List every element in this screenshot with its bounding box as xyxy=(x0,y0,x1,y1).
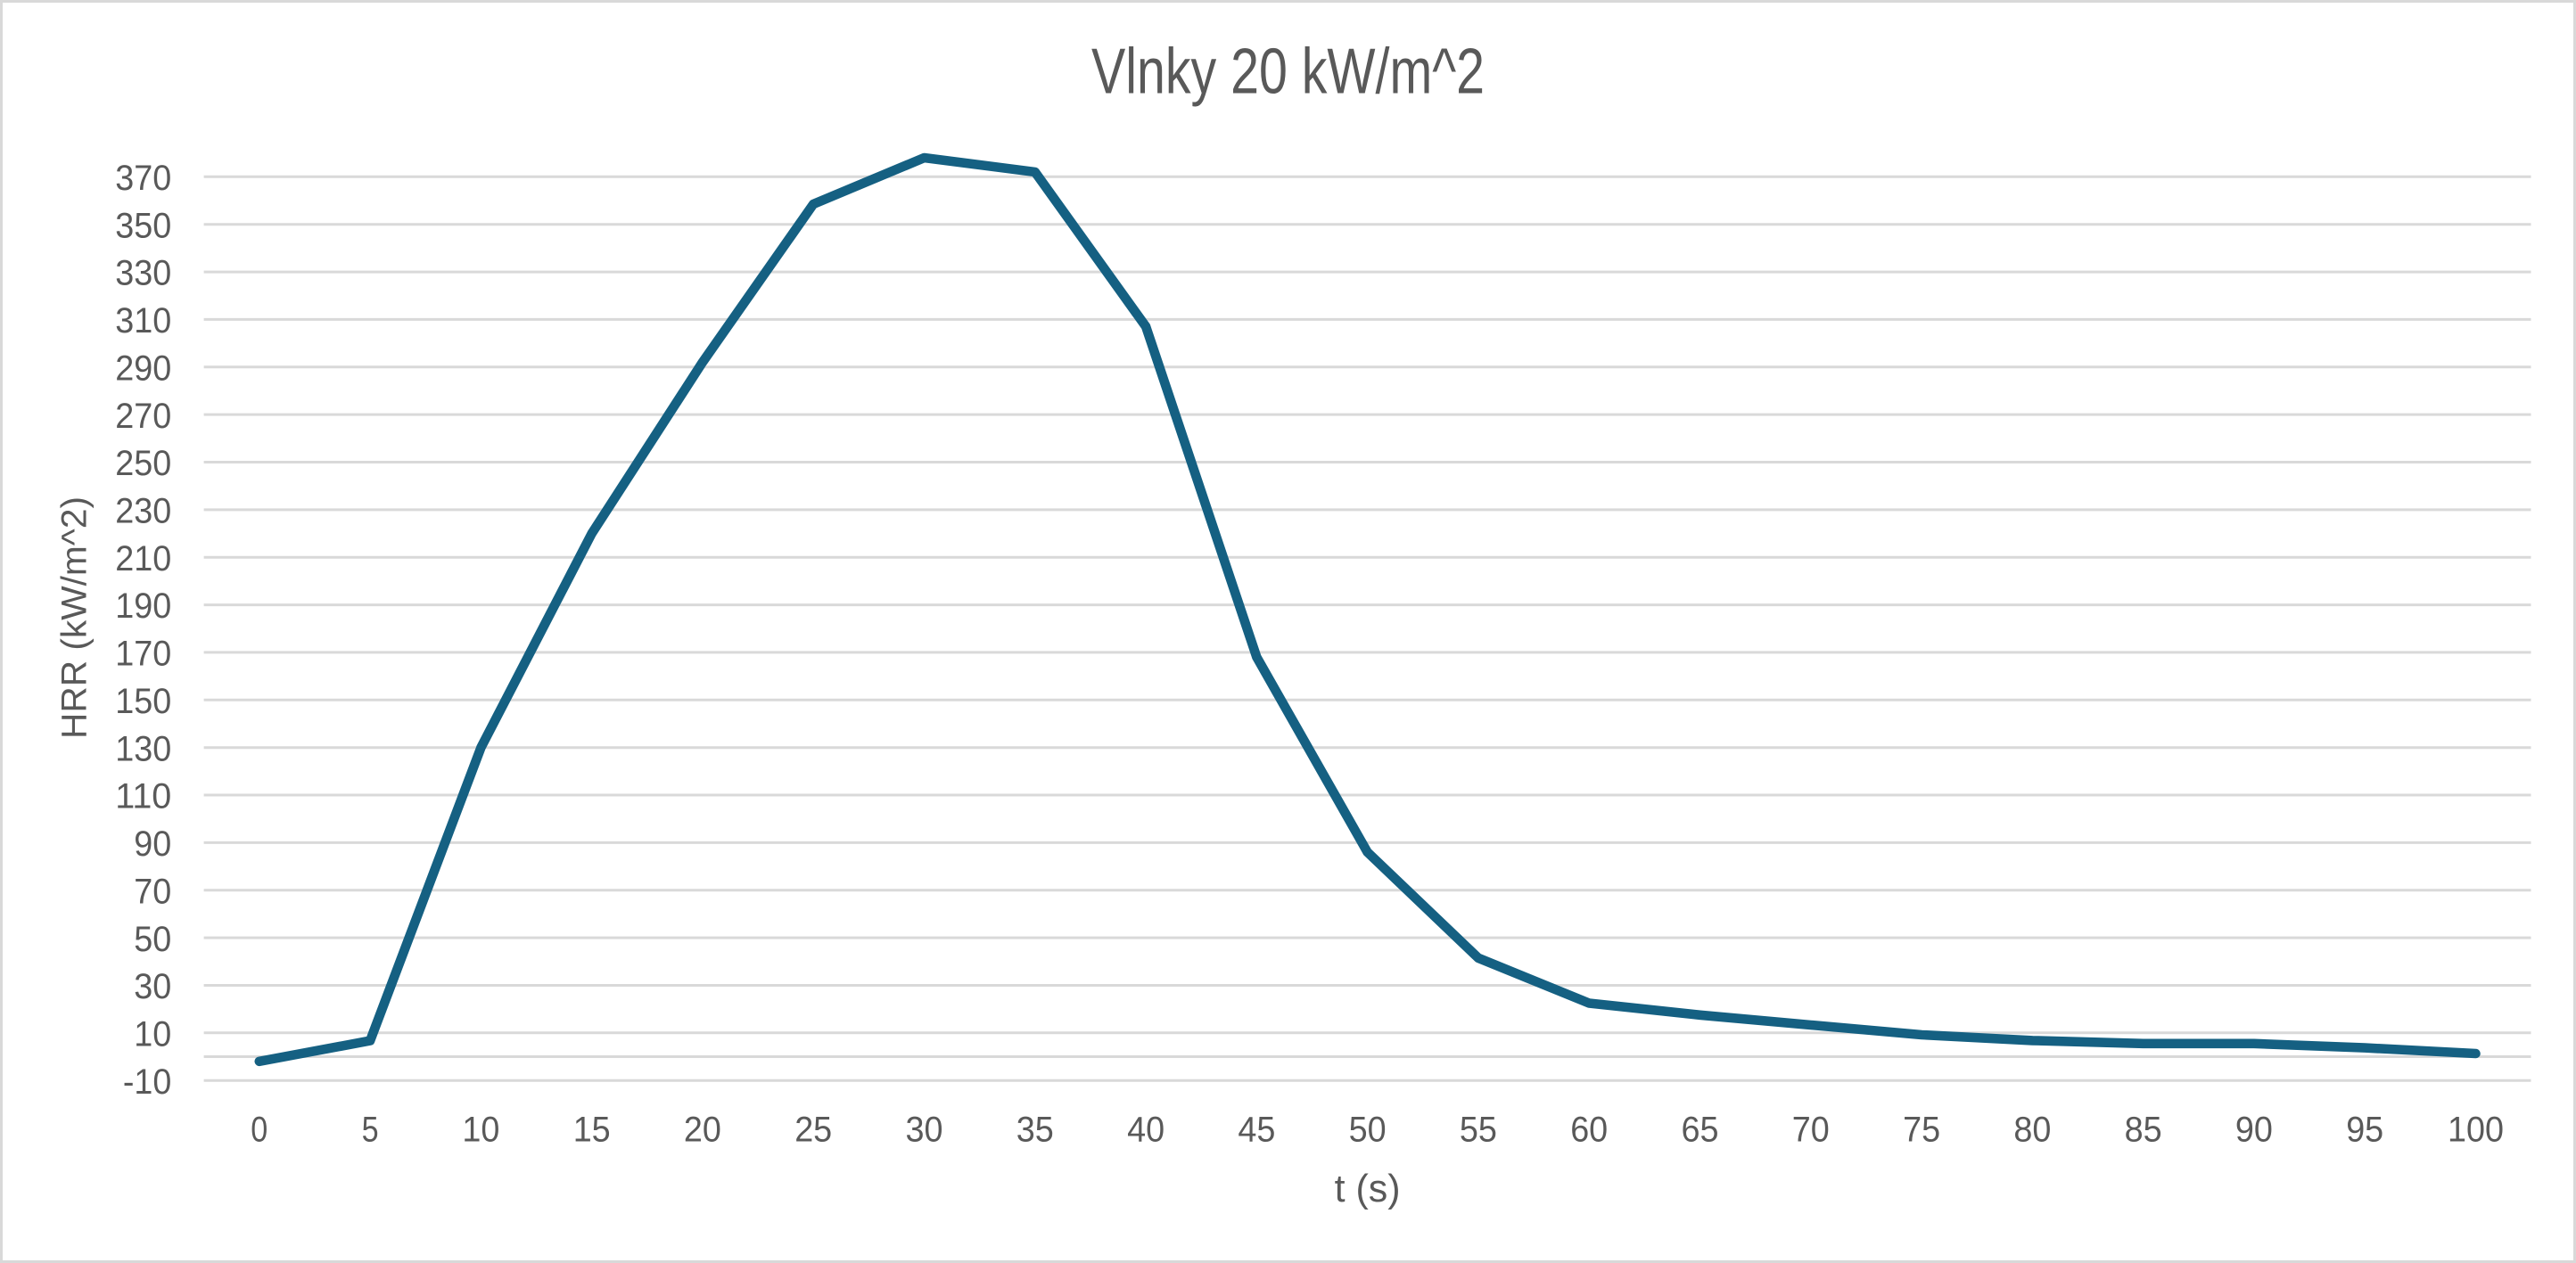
svg-text:t (s): t (s) xyxy=(1335,1167,1401,1210)
svg-text:50: 50 xyxy=(1349,1110,1387,1150)
svg-text:5: 5 xyxy=(362,1110,379,1150)
svg-text:65: 65 xyxy=(1682,1110,1719,1150)
svg-text:90: 90 xyxy=(134,824,171,864)
svg-text:130: 130 xyxy=(115,728,171,768)
svg-text:70: 70 xyxy=(134,871,171,911)
svg-text:10: 10 xyxy=(462,1110,499,1150)
svg-text:20: 20 xyxy=(684,1110,721,1150)
svg-text:75: 75 xyxy=(1903,1110,1940,1150)
svg-text:310: 310 xyxy=(115,300,171,340)
svg-text:0: 0 xyxy=(251,1110,267,1150)
svg-text:35: 35 xyxy=(1016,1110,1054,1150)
svg-text:40: 40 xyxy=(1127,1110,1165,1150)
svg-text:190: 190 xyxy=(115,586,171,626)
svg-text:-10: -10 xyxy=(123,1062,171,1102)
svg-text:290: 290 xyxy=(115,348,171,388)
svg-text:70: 70 xyxy=(1792,1110,1830,1150)
svg-text:60: 60 xyxy=(1570,1110,1608,1150)
svg-text:30: 30 xyxy=(906,1110,943,1150)
svg-text:150: 150 xyxy=(115,681,171,721)
svg-text:170: 170 xyxy=(115,634,171,674)
svg-text:10: 10 xyxy=(134,1014,171,1054)
svg-text:45: 45 xyxy=(1238,1110,1275,1150)
svg-text:370: 370 xyxy=(115,158,171,198)
svg-text:80: 80 xyxy=(2013,1110,2051,1150)
svg-text:95: 95 xyxy=(2346,1110,2383,1150)
svg-text:55: 55 xyxy=(1460,1110,1497,1150)
svg-text:30: 30 xyxy=(134,966,171,1006)
svg-text:330: 330 xyxy=(115,253,171,293)
svg-text:25: 25 xyxy=(794,1110,832,1150)
svg-text:90: 90 xyxy=(2235,1110,2273,1150)
svg-text:HRR (kW/m^2): HRR (kW/m^2) xyxy=(54,496,95,739)
svg-text:Vlnky 20 kW/m^2: Vlnky 20 kW/m^2 xyxy=(1091,37,1485,108)
svg-text:15: 15 xyxy=(573,1110,611,1150)
svg-text:100: 100 xyxy=(2448,1110,2504,1150)
svg-text:270: 270 xyxy=(115,396,171,436)
svg-text:210: 210 xyxy=(115,538,171,578)
svg-text:110: 110 xyxy=(115,776,171,816)
svg-text:230: 230 xyxy=(115,491,171,531)
svg-text:250: 250 xyxy=(115,443,171,483)
svg-text:50: 50 xyxy=(134,919,171,959)
svg-text:350: 350 xyxy=(115,205,171,245)
svg-text:85: 85 xyxy=(2125,1110,2162,1150)
